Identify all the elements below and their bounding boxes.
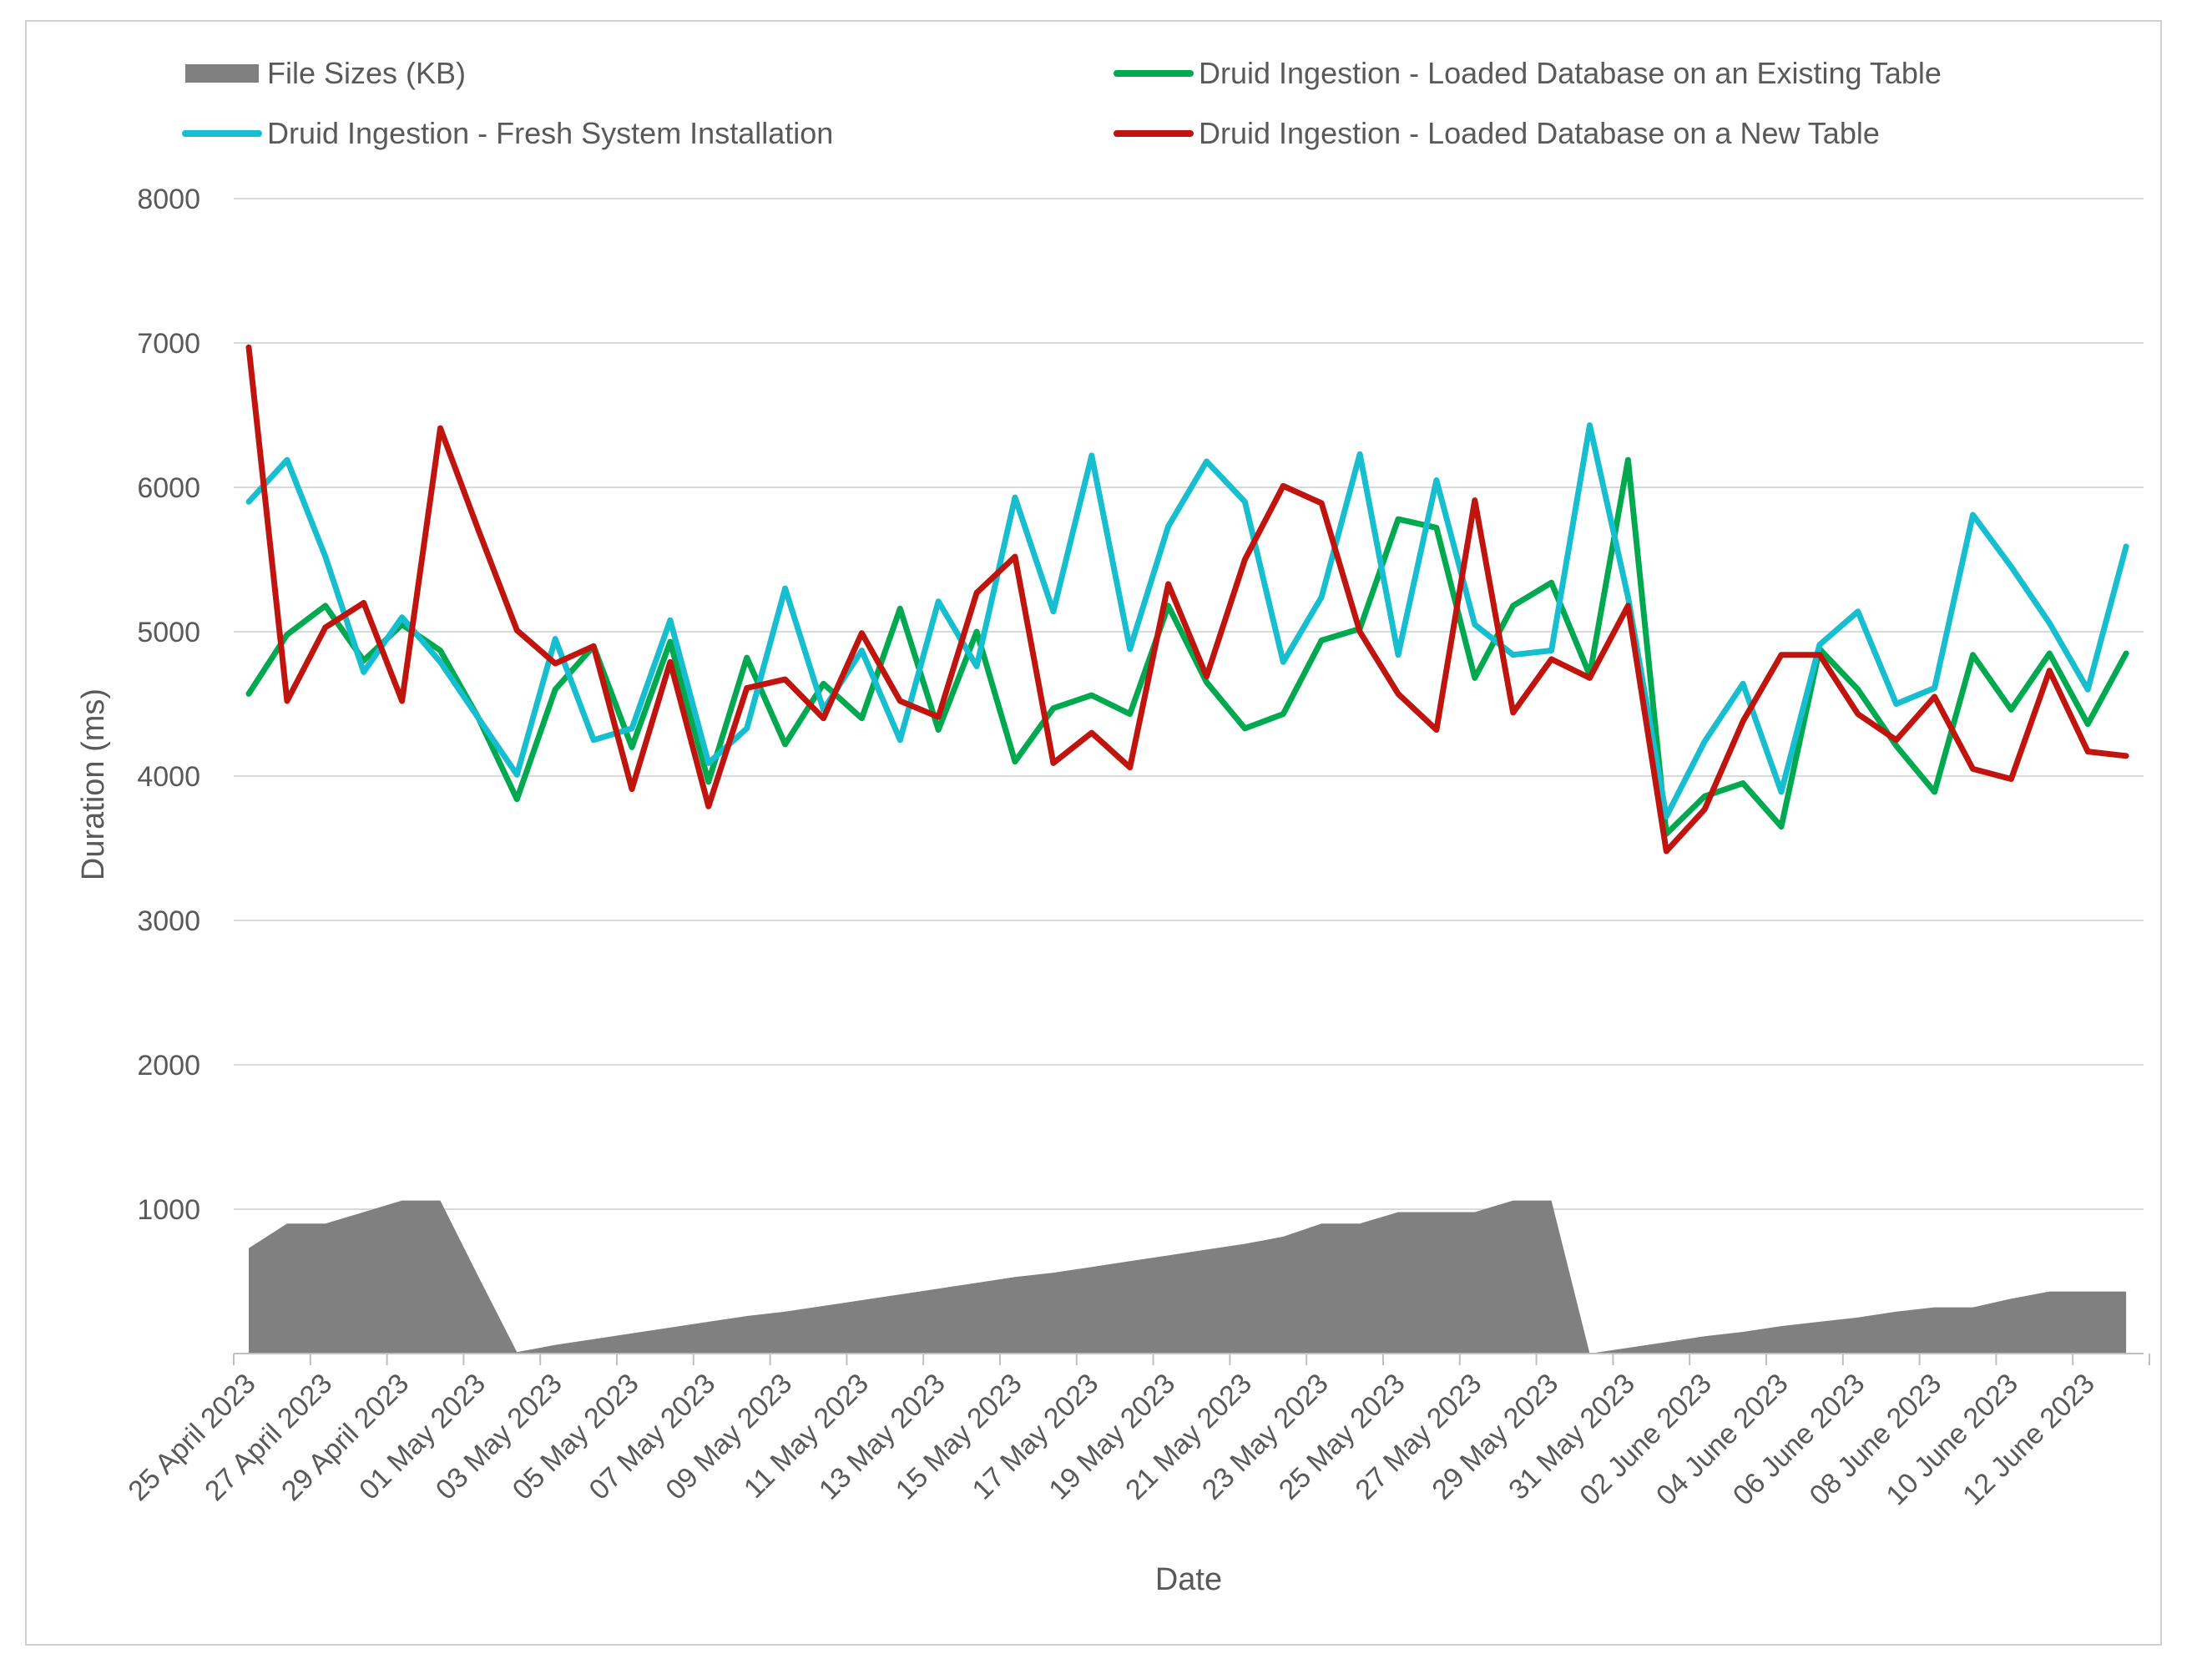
series-new-table-line (245, 344, 2129, 855)
y-tick-label: 5000 (137, 617, 200, 648)
x-tick-label: 10 June 2023 (1880, 1368, 2024, 1512)
chart-frame (25, 20, 2162, 1646)
legend-label: Druid Ingestion - Loaded Database on an … (1199, 56, 1942, 90)
legend: File Sizes (KB) Druid Ingestion - Loaded … (182, 56, 1942, 150)
series-layer (245, 344, 2129, 1354)
x-tick-label: 04 June 2023 (1650, 1368, 1795, 1512)
legend-item: Druid Ingestion - Loaded Database on an … (1114, 56, 1942, 90)
gridlines (234, 198, 2144, 1210)
series-file-sizes-area (249, 1200, 2127, 1354)
legend-item: Druid Ingestion - Loaded Database on a N… (1114, 116, 1880, 150)
y-axis-title: Duration (ms) (76, 688, 111, 880)
y-tick-label: 1000 (137, 1194, 200, 1226)
legend-item: File Sizes (KB) (185, 56, 466, 90)
y-tick-label: 3000 (137, 905, 200, 937)
y-tick-label: 6000 (137, 472, 200, 504)
legend-item: Druid Ingestion - Fresh System Installat… (182, 116, 833, 150)
x-tick-label: 08 June 2023 (1804, 1368, 1948, 1512)
legend-label: Druid Ingestion - Loaded Database on a N… (1199, 116, 1880, 150)
series-fresh-install-line (245, 422, 2129, 819)
y-tick-label: 8000 (137, 184, 200, 215)
legend-label: File Sizes (KB) (267, 56, 466, 90)
x-axis-title: Date (1155, 1562, 1222, 1597)
y-tick-label: 7000 (137, 328, 200, 360)
x-tick-label: 12 June 2023 (1957, 1368, 2101, 1512)
y-tick-label: 4000 (137, 761, 200, 793)
y-tick-label: 2000 (137, 1050, 200, 1082)
legend-label: Druid Ingestion - Fresh System Installat… (267, 116, 833, 150)
series-existing-table-line (245, 456, 2129, 837)
x-tick-label: 02 June 2023 (1573, 1368, 1718, 1512)
x-tick-label: 06 June 2023 (1727, 1368, 1871, 1512)
legend-swatch-area (185, 64, 259, 83)
